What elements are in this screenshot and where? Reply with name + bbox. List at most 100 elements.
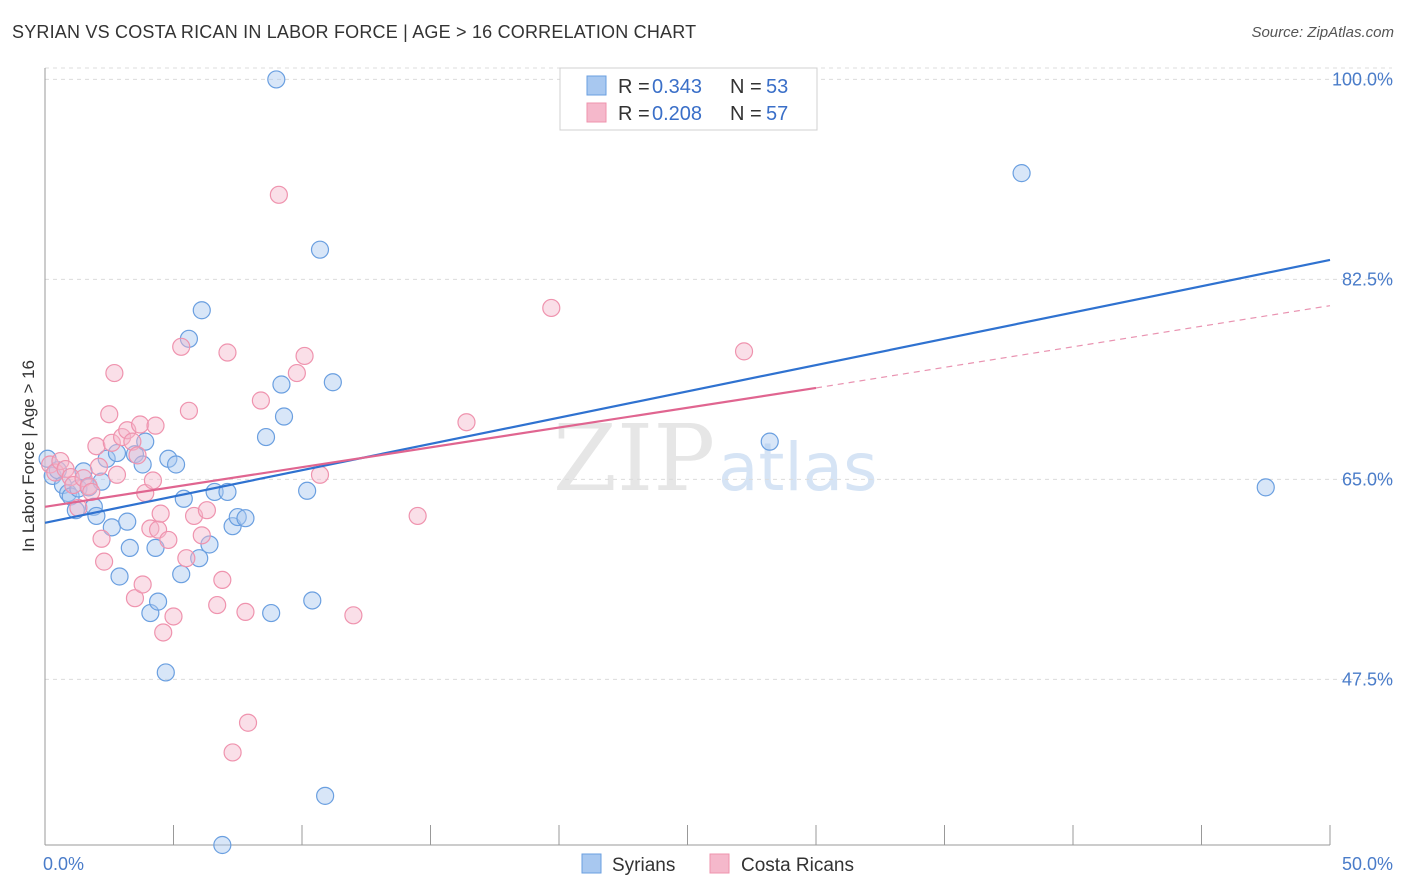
point-syrians bbox=[218, 482, 237, 502]
point-costa-ricans bbox=[64, 475, 83, 495]
legend-r-value-costa-ricans: 0.208 bbox=[652, 103, 702, 125]
point-costa-ricans bbox=[133, 575, 152, 594]
point-costa-ricans bbox=[130, 415, 150, 434]
point-costa-ricans bbox=[125, 589, 145, 608]
legend-n-label-syrians: N = bbox=[730, 76, 762, 98]
point-costa-ricans bbox=[154, 623, 173, 642]
point-costa-ricans bbox=[107, 465, 127, 484]
point-costa-ricans bbox=[151, 504, 170, 523]
y-tick-label: 82.5% bbox=[1342, 269, 1393, 289]
point-costa-ricans bbox=[159, 530, 178, 550]
point-costa-ricans bbox=[177, 549, 196, 568]
point-syrians bbox=[274, 407, 294, 426]
x-ticks bbox=[44, 825, 1331, 845]
point-costa-ricans bbox=[164, 607, 183, 626]
point-costa-ricans bbox=[192, 526, 211, 545]
point-costa-ricans bbox=[734, 342, 754, 361]
point-syrians bbox=[267, 70, 286, 89]
point-syrians bbox=[172, 565, 191, 584]
trend-lines bbox=[44, 258, 1331, 524]
point-costa-ricans bbox=[197, 501, 217, 520]
y-axis-label: In Labor Force | Age > 16 bbox=[19, 360, 38, 552]
point-syrians bbox=[303, 591, 322, 610]
point-syrians bbox=[166, 455, 186, 474]
point-costa-ricans bbox=[251, 391, 270, 410]
legend-swatch-costa-ricans bbox=[586, 102, 607, 123]
point-syrians bbox=[298, 481, 317, 500]
point-costa-ricans bbox=[287, 363, 306, 383]
legend-r-label-costa-ricans: R = bbox=[618, 103, 650, 125]
point-syrians bbox=[192, 301, 211, 320]
point-costa-ricans bbox=[542, 298, 561, 318]
grid-lines bbox=[45, 67, 1392, 680]
point-costa-ricans bbox=[87, 437, 106, 456]
trend-line-extension-costa-ricans bbox=[815, 305, 1331, 389]
point-syrians bbox=[760, 432, 779, 451]
point-syrians bbox=[236, 509, 255, 528]
point-costa-ricans bbox=[123, 432, 142, 451]
point-syrians bbox=[156, 663, 175, 682]
point-syrians bbox=[213, 835, 232, 855]
point-costa-ricans bbox=[236, 602, 255, 622]
trend-line-syrians bbox=[44, 258, 1331, 524]
legend-n-label-costa-ricans: N = bbox=[730, 103, 762, 125]
legend-bottom: Syrians Costa Ricans bbox=[581, 853, 854, 876]
point-costa-ricans bbox=[102, 433, 121, 452]
y-tick-label: 100.0% bbox=[1332, 69, 1393, 89]
point-costa-ricans bbox=[238, 713, 258, 732]
scatter-points bbox=[38, 70, 1275, 855]
point-syrians bbox=[228, 507, 247, 527]
point-syrians bbox=[310, 240, 330, 259]
point-costa-ricans bbox=[223, 743, 242, 762]
point-syrians bbox=[323, 373, 342, 392]
point-costa-ricans bbox=[295, 346, 314, 366]
point-syrians bbox=[110, 567, 129, 586]
point-costa-ricans bbox=[89, 457, 109, 476]
point-syrians bbox=[1256, 478, 1275, 497]
legend-bottom-swatch-costa-ricans bbox=[709, 853, 730, 874]
point-costa-ricans bbox=[141, 519, 160, 538]
point-costa-ricans bbox=[128, 446, 147, 465]
point-syrians bbox=[136, 432, 155, 451]
point-costa-ricans bbox=[95, 552, 114, 571]
legend-r-label-syrians: R = bbox=[618, 76, 650, 98]
y-tick-labels: 47.5% 65.0% 82.5% 100.0% bbox=[1332, 69, 1393, 689]
y-tick-label: 65.0% bbox=[1342, 469, 1393, 489]
point-costa-ricans bbox=[146, 416, 165, 435]
point-costa-ricans bbox=[213, 570, 232, 590]
legend-swatch-syrians bbox=[586, 75, 607, 96]
legend-bottom-label-syrians: Syrians bbox=[612, 855, 675, 876]
point-costa-ricans bbox=[143, 471, 163, 490]
point-syrians bbox=[148, 592, 168, 611]
watermark-atlas: atlas bbox=[718, 429, 878, 506]
point-costa-ricans bbox=[208, 595, 227, 615]
legend-n-value-syrians: 53 bbox=[766, 76, 788, 98]
point-costa-ricans bbox=[172, 337, 191, 356]
point-syrians bbox=[200, 535, 219, 554]
trend-line-costa-ricans bbox=[44, 386, 817, 508]
point-costa-ricans bbox=[457, 413, 476, 432]
x-tick-label-min: 0.0% bbox=[43, 854, 84, 874]
legend-n-value-costa-ricans: 57 bbox=[766, 103, 788, 125]
x-tick-label-max: 50.0% bbox=[1342, 854, 1393, 874]
point-costa-ricans bbox=[408, 506, 427, 526]
point-syrians bbox=[223, 517, 242, 536]
chart-title: SYRIAN VS COSTA RICAN IN LABOR FORCE | A… bbox=[12, 22, 697, 42]
point-costa-ricans bbox=[92, 529, 111, 548]
point-syrians bbox=[190, 549, 209, 568]
point-syrians bbox=[146, 538, 165, 558]
y-tick-label: 47.5% bbox=[1342, 669, 1393, 689]
point-costa-ricans bbox=[100, 405, 119, 424]
point-costa-ricans bbox=[179, 401, 199, 420]
point-syrians bbox=[256, 427, 276, 447]
point-syrians bbox=[133, 455, 152, 474]
legend-bottom-label-costa-ricans: Costa Ricans bbox=[741, 855, 854, 876]
legend-bottom-swatch-syrians bbox=[581, 853, 602, 874]
point-costa-ricans bbox=[105, 363, 124, 383]
point-syrians bbox=[120, 538, 139, 558]
point-syrians bbox=[1012, 164, 1031, 183]
watermark-zip: ZIP bbox=[553, 405, 715, 512]
legend-top: R = 0.343 N = 53 R = 0.208 N = 57 bbox=[559, 67, 818, 131]
legend-r-value-syrians: 0.343 bbox=[652, 76, 702, 98]
point-syrians bbox=[262, 603, 281, 623]
